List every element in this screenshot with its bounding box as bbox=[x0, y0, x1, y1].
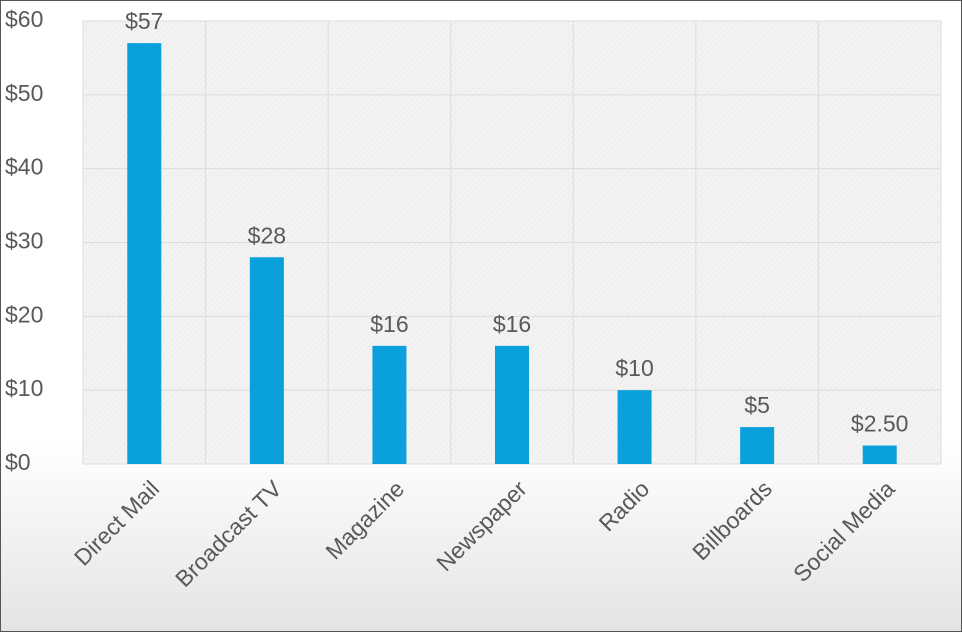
x-tick-label: Social Media bbox=[788, 475, 900, 587]
bar bbox=[249, 257, 284, 464]
x-tick-label: Magazine bbox=[320, 475, 409, 564]
y-tick-label: $40 bbox=[5, 154, 43, 180]
x-tick-label: Broadcast TV bbox=[170, 475, 287, 592]
bar bbox=[617, 390, 652, 464]
value-label: $57 bbox=[125, 8, 163, 34]
value-label: $5 bbox=[744, 392, 770, 418]
value-label: $16 bbox=[493, 311, 531, 337]
y-tick-label: $20 bbox=[5, 301, 43, 327]
y-tick-label: $10 bbox=[5, 375, 43, 401]
bar bbox=[495, 345, 529, 464]
value-label: $28 bbox=[248, 222, 286, 248]
bar bbox=[127, 43, 162, 465]
bar bbox=[740, 427, 775, 464]
y-tick-label: $0 bbox=[5, 449, 31, 475]
y-tick-label: $50 bbox=[5, 80, 43, 106]
bar bbox=[372, 345, 407, 464]
value-label: $10 bbox=[615, 355, 653, 381]
x-tick-label: Direct Mail bbox=[69, 475, 164, 570]
x-tick-label: Newspaper bbox=[431, 475, 532, 576]
x-tick-label: Radio bbox=[594, 475, 655, 536]
x-tick-label: Billboards bbox=[687, 475, 777, 565]
bar bbox=[862, 445, 897, 464]
y-tick-label: $60 bbox=[5, 6, 43, 32]
value-label: $2.50 bbox=[851, 411, 909, 437]
y-tick-label: $30 bbox=[5, 228, 43, 254]
value-label: $16 bbox=[370, 311, 408, 337]
